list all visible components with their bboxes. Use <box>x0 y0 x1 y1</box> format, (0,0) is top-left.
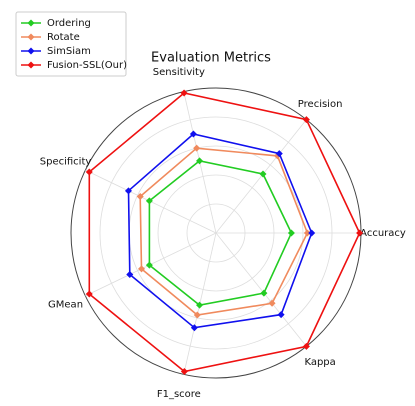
point <box>145 261 153 269</box>
point <box>189 130 197 138</box>
point <box>193 311 201 319</box>
point <box>85 290 93 298</box>
legend-marker <box>27 33 35 41</box>
series-line <box>127 133 313 329</box>
legend-label: Rotate <box>47 32 80 43</box>
point <box>138 265 146 273</box>
point <box>145 197 153 205</box>
point <box>260 289 268 297</box>
axis-label: Sensitivity <box>153 67 205 78</box>
series-line <box>139 147 309 316</box>
point <box>196 301 204 309</box>
axis-label: Accuracy <box>360 228 406 239</box>
legend-box <box>15 11 127 77</box>
point <box>190 324 198 332</box>
legend: Ordering Rotate SimSiam Fusion-SSL(Our) <box>15 11 127 77</box>
legend-label: Ordering <box>47 18 91 29</box>
point <box>302 342 310 350</box>
point <box>259 170 267 178</box>
point <box>277 311 285 319</box>
legend-marker <box>27 19 35 27</box>
axis-label: Precision <box>298 99 343 110</box>
legend-marker <box>27 61 35 69</box>
legend-label: SimSiam <box>47 46 91 57</box>
point <box>180 368 188 376</box>
point <box>303 229 311 237</box>
spoke <box>215 119 307 234</box>
point <box>275 150 283 158</box>
point <box>287 229 295 237</box>
point <box>85 168 93 176</box>
series-line <box>148 160 293 306</box>
axis-label: Kappa <box>304 357 335 368</box>
legend-label: Fusion-SSL(Our) <box>47 60 127 71</box>
point <box>268 299 276 307</box>
legend-marker <box>27 47 35 55</box>
point <box>136 193 144 201</box>
spoke <box>215 232 307 347</box>
axis-label: GMean <box>48 300 83 311</box>
point <box>126 271 134 279</box>
point <box>308 229 316 237</box>
point <box>356 229 364 237</box>
point <box>302 116 310 124</box>
point <box>196 157 204 165</box>
point <box>124 187 132 195</box>
axis-label: Specificity <box>40 156 92 167</box>
series-line <box>88 92 361 373</box>
axis-label: F1_score <box>157 389 201 400</box>
point <box>193 144 201 152</box>
chart-title: Evaluation Metrics <box>151 51 271 66</box>
point <box>180 89 188 97</box>
